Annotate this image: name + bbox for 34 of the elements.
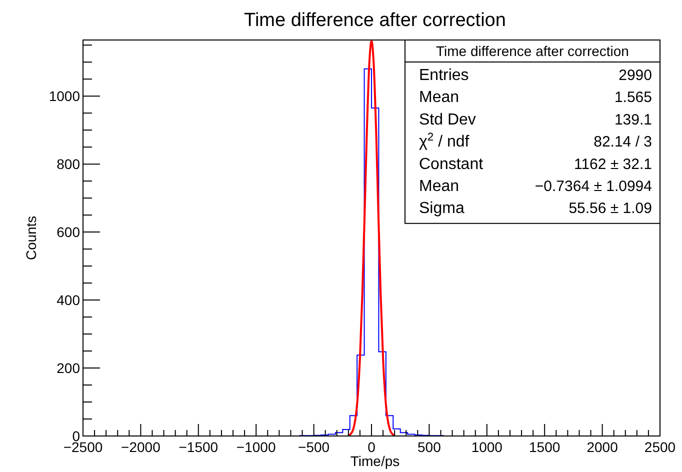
annotation: Constant: [419, 156, 484, 173]
annotation: 55.56 ± 1.09: [568, 200, 652, 218]
x-tick-label: 0: [368, 439, 376, 455]
x-tick-label: −2000: [121, 439, 161, 455]
y-tick-label: 1000: [48, 88, 80, 104]
y-tick-label: 400: [56, 292, 80, 308]
chart-title: Time difference after correction: [244, 10, 506, 31]
annotation: −0.7364 ± 1.0994: [534, 178, 652, 195]
annotation: 1162 ± 32.1: [574, 156, 652, 173]
x-tick-label: 1000: [471, 439, 503, 455]
annotation: Mean: [419, 178, 460, 195]
y-tick-label: 600: [56, 224, 80, 240]
annotation: χ$^{2}$ / ndf: [419, 132, 470, 151]
x-tick-label: 1500: [529, 439, 560, 455]
annotation: 2990: [618, 67, 652, 84]
x-tick-label: 2000: [586, 439, 618, 455]
x-tick-label: 2500: [644, 439, 676, 455]
annotation: Time difference after correction: [436, 43, 629, 59]
x-tick-label: −500: [298, 439, 330, 455]
annotation: 1.565: [614, 89, 652, 106]
annotation: 82.14 / 3: [594, 134, 652, 151]
annotation: 139.1: [614, 111, 652, 128]
annotation: Std Dev: [419, 111, 476, 128]
x-tick-label: −1000: [236, 439, 276, 455]
annotation: Sigma: [419, 200, 464, 218]
line-series: [347, 40, 396, 436]
x-axis-title: Time/ps: [350, 453, 400, 469]
x-tick-label: 500: [418, 439, 442, 455]
annotation: Mean: [419, 89, 460, 106]
y-axis-title: Counts: [23, 216, 39, 260]
annotation: Entries: [419, 67, 469, 84]
x-tick-label: −1500: [178, 439, 218, 455]
y-tick-label: 800: [56, 156, 80, 172]
y-tick-label: 200: [56, 360, 80, 376]
